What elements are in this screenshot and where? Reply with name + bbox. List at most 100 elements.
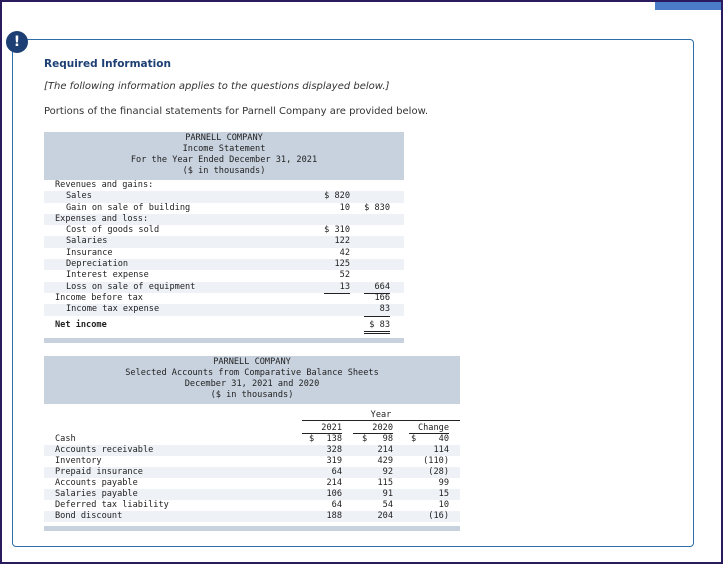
row-label: Cost of goods sold [66,225,160,236]
intro-text: Portions of the financial statements for… [44,106,429,117]
amount-col1: 42 [339,247,350,258]
alert-icon: ! [6,31,28,53]
row-label: Loss on sale of equipment [66,281,196,292]
amount-col2: 664 [364,282,390,294]
amount-col1: 125 [334,259,350,270]
row-label: Salaries [66,236,108,247]
row-label: Revenues and gains: [55,180,154,190]
row-label: Gain on sale of building [66,202,191,213]
amount-col1: $ 820 [324,191,350,202]
account-label: Bond discount [55,511,123,521]
income-statement-row: Gain on sale of building 10 $ 830 [44,202,404,215]
value-change: 10 [438,500,449,510]
income-statement-row: Depreciation 125 [44,259,404,271]
income-statement-row: Income before tax 166 [44,293,404,304]
balance-sheet-row: Cash $ $ $138 98 40 [44,434,460,445]
value-2020: 115 [377,478,393,488]
amount-col1: 13 [324,282,350,294]
balance-sheet-header: PARNELL COMPANY Selected Accounts from C… [44,356,460,404]
amount-col1: 122 [334,236,350,247]
value-change: 114 [433,445,449,455]
amount-col2: 166 [374,292,390,303]
question-card [12,39,694,547]
value-change: 40 [438,434,449,444]
row-label: Insurance [66,247,113,258]
income-statement-row: Insurance 42 [44,248,404,259]
value-2020: 429 [377,456,393,466]
col-2021: 2021 [302,423,342,434]
balance-sheet: PARNELL COMPANY Selected Accounts from C… [44,356,460,531]
top-tab [655,2,721,10]
row-label: Net income [55,319,107,330]
income-statement-row: Income tax expense 83 [44,304,404,317]
balance-sheet-rows: Cash $ $ $138 98 40 Accounts receivable 328 214 1… [44,434,460,522]
account-label: Salaries payable [55,489,138,499]
amount-col1: $ 310 [324,225,350,236]
bs-company-name: PARNELL COMPANY [213,357,291,367]
amount-col2: 83 [364,304,390,317]
value-2021: 319 [326,456,342,466]
value-2020: 98 [382,434,393,444]
income-statement-row: Loss on sale of equipment 13 664 [44,281,404,294]
income-statement-row: Expenses and loss: [44,213,404,226]
currency-symbol: $ [411,434,417,444]
value-change: (16) [428,511,449,521]
col-change: Change [409,423,449,434]
income-statement-row: Cost of goods sold $ 310 [44,225,404,236]
value-2021: 188 [326,511,342,521]
income-statement: PARNELL COMPANY Income Statement For the… [44,132,404,343]
account-label: Prepaid insurance [55,467,143,477]
currency-symbol: $ [309,434,315,444]
account-label: Inventory [55,456,102,466]
value-change: (110) [423,456,449,466]
value-2020: 214 [377,445,393,455]
amount-col2: $ 83 [364,320,390,334]
statement-title: Income Statement [182,144,266,154]
row-label: Depreciation [66,259,129,270]
value-2020: 204 [377,511,393,521]
balance-sheet-row: Salaries payable 106 91 15 [44,489,460,500]
bs-column-headers: Year 2021 2020 Change [44,404,460,434]
value-2021: 138 [326,434,342,444]
bs-title: Selected Accounts from Comparative Balan… [125,368,379,378]
row-label: Income before tax [55,292,143,303]
statement-units: ($ in thousands) [182,166,266,176]
row-label: Expenses and loss: [55,213,149,224]
balance-sheet-row: Bond discount 188 204 (16) [44,511,460,522]
bs-units: ($ in thousands) [210,390,294,400]
currency-symbol: $ [362,434,368,444]
company-name: PARNELL COMPANY [185,133,263,143]
value-2020: 54 [382,500,393,510]
account-label: Deferred tax liability [55,500,169,510]
income-statement-row: Sales $ 820 [44,191,404,203]
required-info-title: Required Information [44,58,171,70]
value-2020: 91 [382,489,393,499]
row-label: Sales [66,191,92,202]
income-statement-row: Revenues and gains: [44,180,404,191]
account-label: Cash [55,434,76,444]
bs-dates: December 31, 2021 and 2020 [184,379,320,389]
income-statement-row: Interest expense 52 [44,270,404,281]
value-2021: 106 [326,489,342,499]
income-statement-header: PARNELL COMPANY Income Statement For the… [44,132,404,180]
value-2021: 64 [331,500,342,510]
value-2020: 92 [382,467,393,477]
year-group-label: Year [302,410,460,421]
account-label: Accounts payable [55,478,138,488]
amount-col2: $ 830 [364,202,390,213]
balance-sheet-row: Prepaid insurance 64 92 (28) [44,467,460,478]
value-2021: 214 [326,478,342,488]
value-change: 99 [438,478,449,488]
value-change: (28) [428,467,449,477]
col-2020: 2020 [353,423,393,434]
income-statement-row: Net income $ 83 [44,320,404,334]
amount-col1: 52 [339,270,350,281]
account-label: Accounts receivable [55,445,154,455]
statement-period: For the Year Ended December 31, 2021 [130,155,318,165]
row-label: Income tax expense [66,304,160,315]
value-2021: 328 [326,445,342,455]
value-change: 15 [438,489,449,499]
income-statement-rows: Revenues and gains: Sales $ 820 Gain on sal… [44,180,404,334]
balance-sheet-row: Accounts payable 214 115 99 [44,478,460,489]
value-2021: 64 [331,467,342,477]
